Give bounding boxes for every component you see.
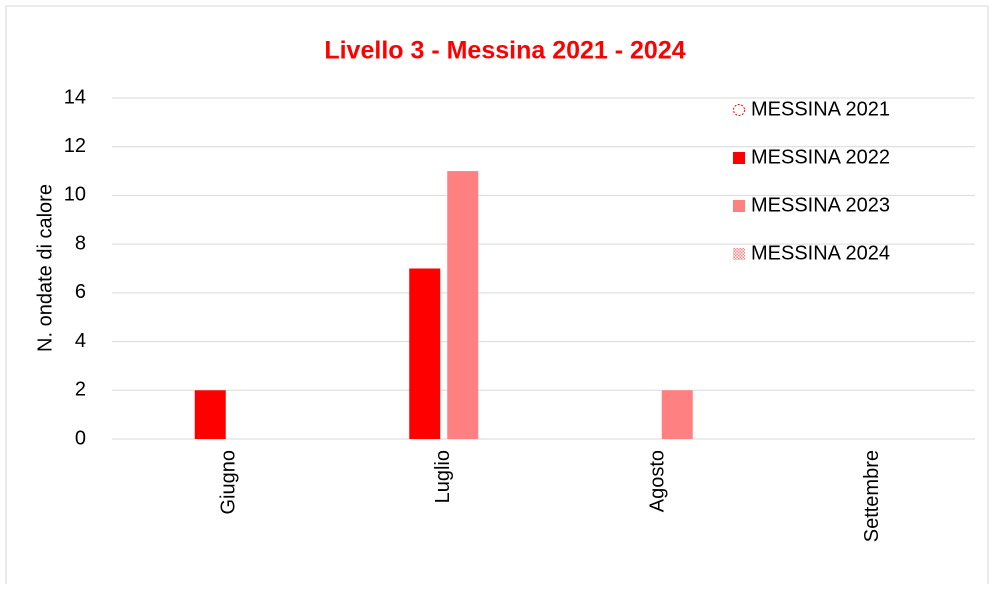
y-tick-label: 6 [75,281,86,303]
x-tick-label: Luglio [432,450,454,503]
y-tick-label: 10 [64,184,86,206]
x-tick-label: Agosto [647,450,669,512]
bar [447,171,479,440]
y-tick-label: 0 [75,427,86,449]
legend-marker [733,104,745,116]
x-tick-label: Settembre [861,450,883,542]
bar [409,268,441,439]
bar [194,390,226,439]
y-tick-label: 4 [75,330,86,352]
legend-label: MESSINA 2022 [751,146,890,168]
y-tick-label: 12 [64,135,86,157]
legend-label: MESSINA 2023 [751,194,890,216]
legend-marker [733,152,745,164]
legend-label: MESSINA 2024 [751,242,890,264]
legend-marker [733,248,745,260]
y-axis-label: N. ondate di calore [34,184,56,352]
chart-border [5,5,989,589]
bar [661,390,693,439]
legend-label: MESSINA 2021 [751,98,890,120]
legend-marker [733,200,745,212]
y-tick-label: 2 [75,379,86,401]
y-tick-label: 14 [64,86,86,108]
chart-title: Livello 3 - Messina 2021 - 2024 [324,37,685,65]
x-tick-label: Giugno [218,450,240,515]
y-tick-label: 8 [75,232,86,254]
